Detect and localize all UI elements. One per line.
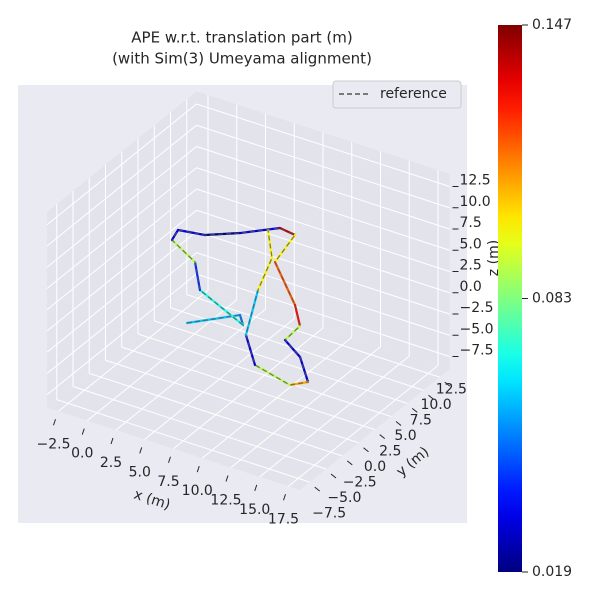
panes <box>46 91 450 490</box>
z-tick-label: 10.0 <box>460 194 491 210</box>
y-tick-label: −5.0 <box>327 490 361 506</box>
grid-line <box>46 209 197 332</box>
plot-lines <box>170 226 310 387</box>
tick-mark <box>444 381 451 387</box>
x-tick-label: 7.5 <box>157 474 179 490</box>
legend-label: reference <box>380 86 447 102</box>
z-tick-label: 0.0 <box>460 279 482 295</box>
tick-mark <box>314 486 321 492</box>
legend-box <box>332 80 462 109</box>
tick-mark <box>196 465 200 473</box>
y-tick-label: 5.0 <box>394 428 416 444</box>
tick-mark <box>363 447 369 453</box>
colorbar-tick-label: 0.147 <box>532 17 572 33</box>
colorbar-tick-label: 0.083 <box>532 291 572 307</box>
ticks: −2.50.02.55.07.510.012.515.017.5 −7.5−5.0… <box>37 173 494 528</box>
z-tick-label: 7.5 <box>460 215 482 231</box>
grid-line <box>46 188 197 311</box>
tick-mark <box>346 460 353 466</box>
grid-line <box>196 231 450 315</box>
grid-line <box>46 146 197 268</box>
y-tick-label: −2.5 <box>343 475 377 491</box>
chart-title: APE w.r.t. translation part (m) <box>131 29 352 47</box>
z-tick-label: −7.5 <box>460 343 494 359</box>
grid-line <box>196 146 450 230</box>
x-tick-label: 17.5 <box>268 511 299 527</box>
y-tick-label: 12.5 <box>436 382 467 398</box>
x-tick-label: 10.0 <box>182 483 213 499</box>
tick-mark <box>225 475 229 482</box>
y-tick-label: 2.5 <box>379 444 401 460</box>
colorbar-ticks: 0.019 0.083 0.147 <box>522 17 572 580</box>
y-tick-label: −7.5 <box>312 506 346 522</box>
x-tick-label: 0.0 <box>71 446 93 462</box>
chart-subtitle: (with Sim(3) Umeyama alignment) <box>112 50 372 68</box>
tick-mark <box>168 456 171 463</box>
tick-mark <box>283 494 286 501</box>
z-tick-label: 2.5 <box>460 258 482 274</box>
grid-line <box>196 252 450 336</box>
grid-line <box>154 320 408 404</box>
y-tick-label: 10.0 <box>420 397 451 413</box>
grid-line <box>170 307 424 391</box>
x-tick-label: 12.5 <box>210 493 241 509</box>
tick-mark <box>53 419 56 426</box>
grid-line <box>89 372 343 457</box>
grid-line <box>46 231 197 353</box>
grid-line <box>46 124 197 247</box>
z-tick-label: −2.5 <box>460 300 494 316</box>
z-tick-label: −5.0 <box>460 321 494 337</box>
grid-line <box>46 103 197 226</box>
y-tick-label: 7.5 <box>410 413 432 429</box>
grid-line <box>121 346 375 431</box>
tick-mark <box>139 447 143 454</box>
z-tick-label: 12.5 <box>460 173 491 189</box>
z-tick-label: 5.0 <box>460 236 482 252</box>
tick-mark <box>395 421 402 426</box>
x-tick-label: 2.5 <box>100 455 122 471</box>
x-tick-label: 5.0 <box>129 464 151 480</box>
trajectory-segment <box>298 355 310 384</box>
reference-line <box>171 227 309 386</box>
legend: reference <box>332 80 462 109</box>
grid-line <box>46 273 197 396</box>
colorbar-tick-label: 0.019 <box>532 564 572 580</box>
tick-mark <box>254 484 258 492</box>
y-tick-label: 0.0 <box>364 459 386 475</box>
x-tick-label: 15.0 <box>239 502 270 518</box>
grid-line <box>196 188 450 272</box>
grid-line <box>196 273 450 357</box>
grid-line <box>105 359 359 444</box>
tick-mark <box>110 437 114 445</box>
tick-mark <box>411 407 418 413</box>
grid-line <box>196 124 450 209</box>
grid-line <box>186 294 440 378</box>
grid-line <box>46 252 197 374</box>
grid-line <box>56 399 310 483</box>
tick-mark <box>428 394 434 400</box>
grid-line <box>196 209 450 294</box>
colorbar <box>498 25 522 572</box>
tick-mark <box>81 428 85 435</box>
grid-line <box>196 167 450 251</box>
tick-mark <box>330 473 337 479</box>
tick-mark <box>379 434 386 440</box>
grid-line <box>137 333 392 417</box>
x-tick-label: −2.5 <box>37 436 71 452</box>
grid-line <box>72 386 327 470</box>
grid-line <box>196 103 450 187</box>
grid-line <box>46 167 197 289</box>
